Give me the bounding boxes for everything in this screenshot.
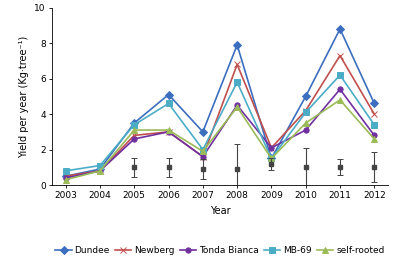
MB-69 <box>63 169 68 172</box>
Newberg <box>98 169 102 172</box>
self-rooted <box>235 105 240 108</box>
Newberg <box>132 134 137 137</box>
self-rooted <box>98 169 102 172</box>
self-rooted <box>338 98 342 102</box>
Tonda Bianca <box>269 146 274 149</box>
Dundee <box>98 168 102 171</box>
MB-69 <box>372 123 377 126</box>
Newberg <box>338 54 342 57</box>
Tonda Bianca <box>200 155 205 158</box>
Dundee <box>338 27 342 31</box>
MB-69 <box>166 102 171 105</box>
self-rooted <box>200 150 205 153</box>
Tonda Bianca <box>372 134 377 137</box>
X-axis label: Year: Year <box>210 206 230 216</box>
Dundee <box>63 175 68 178</box>
MB-69 <box>338 74 342 77</box>
Newberg <box>372 113 377 116</box>
MB-69 <box>303 111 308 114</box>
Tonda Bianca <box>98 169 102 172</box>
Newberg <box>166 130 171 133</box>
self-rooted <box>63 178 68 181</box>
MB-69 <box>269 157 274 160</box>
self-rooted <box>166 128 171 132</box>
Line: Dundee: Dundee <box>63 26 377 179</box>
MB-69 <box>235 81 240 84</box>
Newberg <box>63 175 68 178</box>
Tonda Bianca <box>166 130 171 133</box>
Tonda Bianca <box>132 137 137 141</box>
Dundee <box>269 157 274 160</box>
Dundee <box>166 93 171 96</box>
MB-69 <box>98 164 102 167</box>
Dundee <box>303 95 308 98</box>
Newberg <box>269 146 274 149</box>
Newberg <box>303 109 308 112</box>
Tonda Bianca <box>235 104 240 107</box>
Newberg <box>200 155 205 158</box>
MB-69 <box>132 123 137 126</box>
Tonda Bianca <box>338 88 342 91</box>
self-rooted <box>303 121 308 124</box>
Y-axis label: Yield per year (Kg·tree⁻¹): Yield per year (Kg·tree⁻¹) <box>19 35 29 158</box>
Line: Newberg: Newberg <box>63 53 377 179</box>
self-rooted <box>372 137 377 141</box>
self-rooted <box>132 128 137 132</box>
Dundee <box>200 130 205 133</box>
Legend: Dundee, Newberg, Tonda Bianca, MB-69, self-rooted: Dundee, Newberg, Tonda Bianca, MB-69, se… <box>56 246 384 255</box>
Line: self-rooted: self-rooted <box>63 97 377 182</box>
self-rooted <box>269 157 274 160</box>
Line: MB-69: MB-69 <box>63 72 377 173</box>
Line: Tonda Bianca: Tonda Bianca <box>63 87 377 181</box>
MB-69 <box>200 148 205 151</box>
Dundee <box>132 121 137 124</box>
Tonda Bianca <box>303 128 308 132</box>
Newberg <box>235 63 240 66</box>
Tonda Bianca <box>63 176 68 179</box>
Dundee <box>235 43 240 47</box>
Dundee <box>372 102 377 105</box>
